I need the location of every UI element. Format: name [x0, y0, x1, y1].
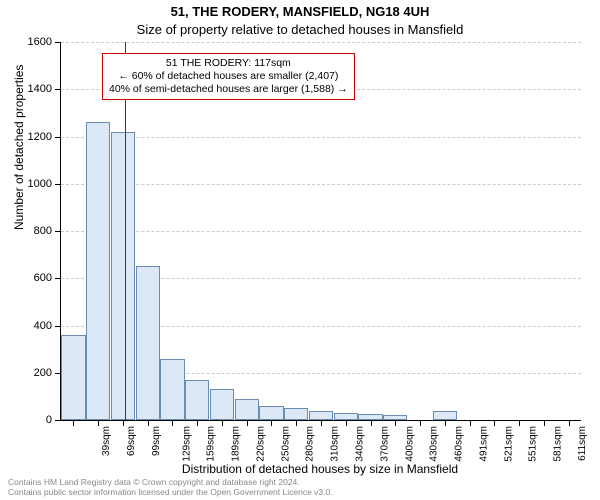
x-tick [470, 420, 471, 426]
y-tick [55, 42, 61, 43]
annotation-box: 51 THE RODERY: 117sqm← 60% of detached h… [102, 53, 355, 100]
chart-container: 51, THE RODERY, MANSFIELD, NG18 4UH Size… [0, 0, 600, 500]
x-tick-label: 340sqm [355, 426, 366, 462]
x-tick-label: 189sqm [231, 426, 242, 462]
x-tick-label: 99sqm [151, 426, 162, 456]
bar [334, 413, 358, 420]
grid-line [61, 231, 581, 232]
bar [111, 132, 135, 420]
y-tick [55, 278, 61, 279]
x-tick [148, 420, 149, 426]
x-tick-label: 280sqm [305, 426, 316, 462]
x-tick [222, 420, 223, 426]
x-tick [371, 420, 372, 426]
bar [309, 411, 333, 420]
y-tick-label: 1400 [0, 83, 52, 95]
x-tick-label: 39sqm [101, 426, 112, 456]
bar [210, 389, 234, 420]
y-tick-label: 1000 [0, 178, 52, 190]
x-tick-label: 491sqm [478, 426, 489, 462]
y-tick-label: 1600 [0, 36, 52, 48]
x-tick [98, 420, 99, 426]
grid-line [61, 42, 581, 43]
y-tick-label: 200 [0, 367, 52, 379]
x-tick [569, 420, 570, 426]
x-tick-label: 69sqm [126, 426, 137, 456]
x-tick [296, 420, 297, 426]
x-tick [197, 420, 198, 426]
y-tick [55, 137, 61, 138]
bar [433, 411, 457, 420]
x-tick-label: 551sqm [528, 426, 539, 462]
x-tick [519, 420, 520, 426]
annotation-line: 40% of semi-detached houses are larger (… [109, 83, 348, 96]
x-tick-label: 611sqm [577, 426, 588, 461]
x-tick [544, 420, 545, 426]
x-tick [172, 420, 173, 426]
annotation-line: 51 THE RODERY: 117sqm [109, 57, 348, 70]
y-tick-label: 0 [0, 414, 52, 426]
grid-line [61, 184, 581, 185]
bar [86, 122, 110, 420]
chart-subtitle: Size of property relative to detached ho… [0, 22, 600, 37]
x-tick-label: 310sqm [330, 426, 341, 462]
bar [160, 359, 184, 420]
x-tick [445, 420, 446, 426]
grid-line [61, 137, 581, 138]
x-tick-label: 129sqm [181, 426, 192, 462]
y-tick [55, 89, 61, 90]
bar [284, 408, 308, 420]
y-tick [55, 373, 61, 374]
x-axis-label: Distribution of detached houses by size … [60, 462, 580, 476]
y-tick [55, 184, 61, 185]
annotation-line: ← 60% of detached houses are smaller (2,… [109, 70, 348, 83]
y-tick-label: 800 [0, 225, 52, 237]
footer-attribution: Contains HM Land Registry data © Crown c… [8, 478, 333, 498]
x-tick [494, 420, 495, 426]
footer-line-2: Contains public sector information licen… [8, 488, 333, 498]
x-tick [346, 420, 347, 426]
x-tick-label: 400sqm [404, 426, 415, 462]
x-tick-label: 581sqm [553, 426, 564, 462]
x-tick [420, 420, 421, 426]
x-tick-label: 430sqm [429, 426, 440, 462]
x-tick-label: 220sqm [256, 426, 267, 462]
y-tick [55, 231, 61, 232]
bar [185, 380, 209, 420]
y-tick [55, 326, 61, 327]
bar [235, 399, 259, 420]
x-tick [247, 420, 248, 426]
bar [259, 406, 283, 420]
y-tick-label: 1200 [0, 131, 52, 143]
bar [136, 266, 160, 420]
x-tick [395, 420, 396, 426]
x-tick [73, 420, 74, 426]
x-tick [271, 420, 272, 426]
x-tick [123, 420, 124, 426]
bar [61, 335, 85, 420]
x-tick-label: 250sqm [280, 426, 291, 462]
x-tick [321, 420, 322, 426]
y-tick [55, 420, 61, 421]
x-tick-label: 460sqm [454, 426, 465, 462]
chart-title: 51, THE RODERY, MANSFIELD, NG18 4UH [0, 4, 600, 19]
y-tick-label: 400 [0, 320, 52, 332]
y-tick-label: 600 [0, 272, 52, 284]
x-tick-label: 370sqm [379, 426, 390, 462]
x-tick-label: 159sqm [206, 426, 217, 462]
x-tick-label: 521sqm [503, 426, 514, 462]
